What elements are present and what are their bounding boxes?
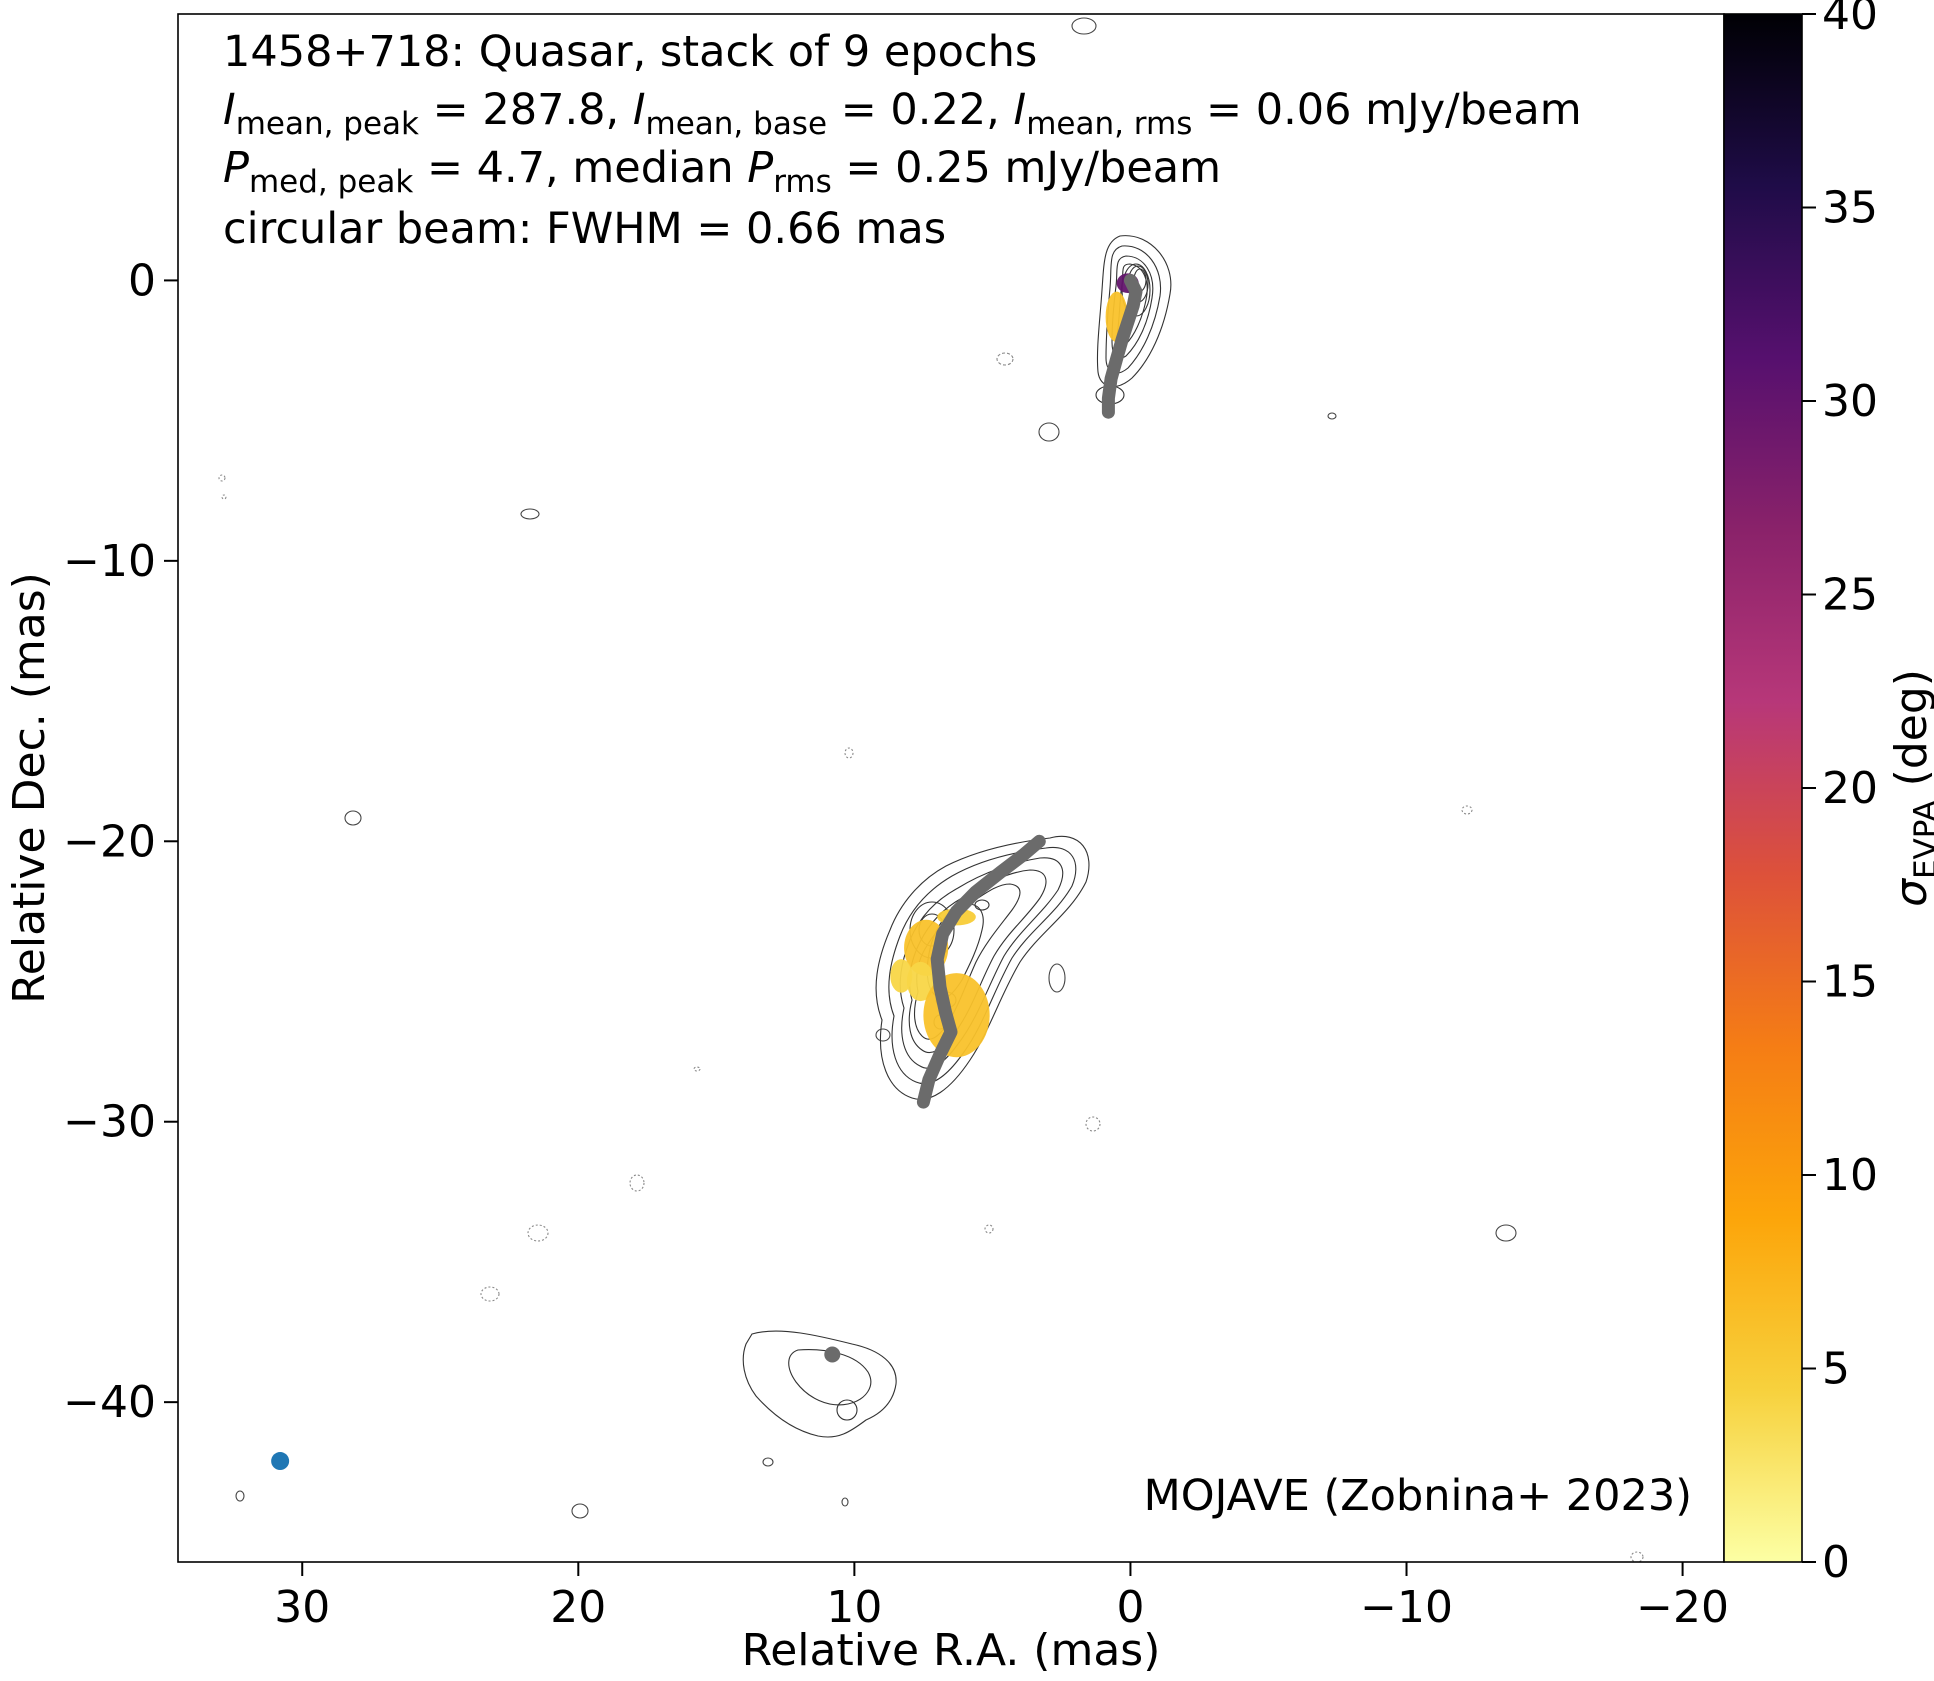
colorbar-tick-label: 25 <box>1822 570 1878 621</box>
beam-marker <box>271 1452 290 1471</box>
ridge-main-jet <box>916 834 1046 1109</box>
i-mean-rms-symbol: I <box>1014 85 1027 135</box>
evpa-region <box>890 959 913 993</box>
colorbar-tick-label: 15 <box>1822 957 1878 1008</box>
colorbar-tick-label: 30 <box>1822 376 1878 427</box>
colorbar-label-sub: EVPA <box>1908 800 1934 879</box>
p-rms-sub: rms <box>773 164 832 200</box>
noise-contours <box>218 17 1644 1562</box>
y-tick-label: 0 <box>128 255 156 306</box>
p-med-peak-value: = 4.7, median <box>413 143 747 193</box>
colorbar <box>1723 13 1803 1563</box>
p-rms-symbol: P <box>747 143 773 193</box>
y-tick-label: −30 <box>63 1097 156 1148</box>
colorbar-tick-label: 10 <box>1822 1150 1878 1201</box>
i-mean-peak-sub: mean, peak <box>236 106 419 142</box>
title-line-1: 1458+718: Quasar, stack of 9 epochs <box>223 27 1037 77</box>
colorbar-tick-label: 35 <box>1822 183 1878 234</box>
plot-area <box>178 14 1724 1562</box>
x-axis-label: Relative R.A. (mas) <box>742 1625 1161 1676</box>
i-mean-peak-symbol: I <box>223 85 236 135</box>
y-tick-label: −40 <box>63 1377 156 1428</box>
x-tick-label: 20 <box>550 1582 606 1633</box>
colorbar-tick-label: 40 <box>1822 0 1878 40</box>
colorbar-tick-label: 20 <box>1822 763 1878 814</box>
title-line-2: Imean, peak = 287.8, Imean, base = 0.22,… <box>223 85 1582 142</box>
i-mean-base-symbol: I <box>633 85 646 135</box>
i-mean-rms-sub: mean, rms <box>1026 106 1192 142</box>
colorbar-label-symbol: σ <box>1886 878 1934 907</box>
x-tick-label: −10 <box>1360 1582 1453 1633</box>
jet-ridge-line <box>824 273 1143 1363</box>
p-med-peak-sub: med, peak <box>249 164 413 200</box>
y-tick-label: −20 <box>63 816 156 867</box>
y-tick-label: −10 <box>63 536 156 587</box>
x-tick-label: 10 <box>826 1582 882 1633</box>
i-mean-base-sub: mean, base <box>646 106 828 142</box>
x-tick-label: 0 <box>1116 1582 1144 1633</box>
ridge-core-jet <box>1101 273 1143 419</box>
x-axis-ticks: 30 20 10 0 −10 −20 <box>274 1562 1729 1633</box>
title-line-3: Pmed, peak = 4.7, median Prms = 0.25 mJy… <box>223 143 1221 200</box>
i-mean-rms-value: = 0.06 mJy/beam <box>1192 85 1581 135</box>
y-axis-ticks: 0 −10 −20 −30 −40 <box>63 255 178 1428</box>
evpa-region <box>906 961 935 1002</box>
colorbar-label-unit: (deg) <box>1886 669 1934 800</box>
credit-label: MOJAVE (Zobnina+ 2023) <box>1144 1471 1692 1521</box>
colorbar-ticks: 0 5 10 15 20 25 30 35 40 <box>1802 0 1878 1588</box>
i-mean-base-value: = 0.22, <box>827 85 1013 135</box>
x-tick-label: −20 <box>1636 1582 1729 1633</box>
colorbar-tick-label: 5 <box>1822 1344 1850 1395</box>
p-rms-value: = 0.25 mJy/beam <box>832 143 1221 193</box>
x-tick-label: 30 <box>274 1582 330 1633</box>
ridge-outer-knot <box>824 1346 841 1363</box>
colorbar-label: σEVPA (deg) <box>1886 669 1934 907</box>
y-axis-label: Relative Dec. (mas) <box>4 572 55 1004</box>
title-line-4: circular beam: FWHM = 0.66 mas <box>223 204 946 254</box>
i-mean-peak-value: = 287.8, <box>419 85 633 135</box>
outer-feature-contours <box>742 1330 897 1438</box>
colorbar-tick-label: 0 <box>1822 1537 1850 1588</box>
p-med-peak-symbol: P <box>223 143 249 193</box>
